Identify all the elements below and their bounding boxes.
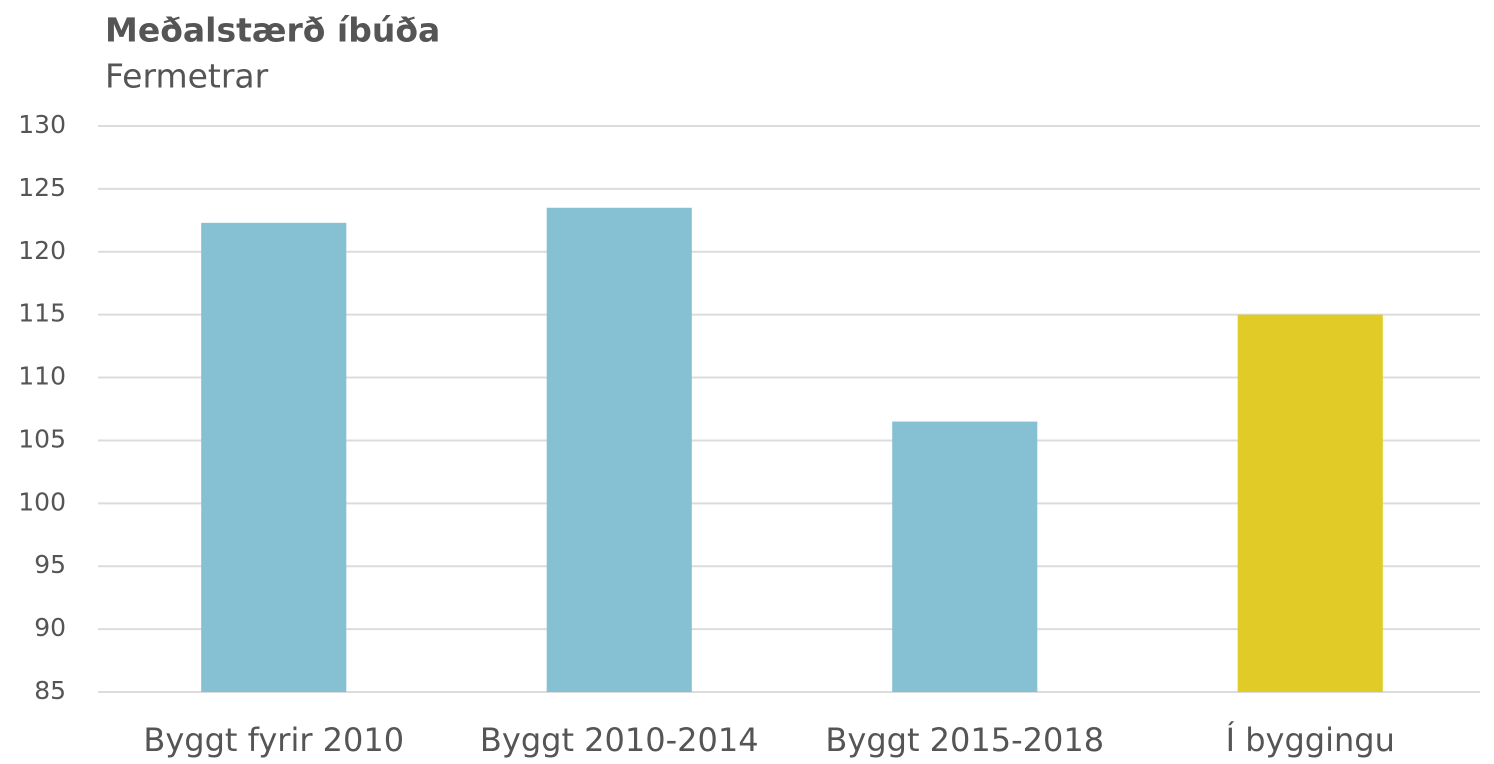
chart-subtitle: Fermetrar: [105, 57, 269, 96]
y-tick-label: 120: [18, 236, 66, 265]
y-tick-label: 110: [18, 362, 66, 391]
x-tick-label: Byggt 2010-2014: [480, 721, 759, 759]
bar: [892, 421, 1038, 692]
y-tick-label: 125: [18, 173, 66, 202]
bar: [546, 207, 692, 692]
y-tick-label: 105: [18, 424, 66, 453]
x-tick-label: Í byggingu: [1226, 721, 1395, 759]
bar: [1237, 314, 1383, 692]
y-tick-label: 85: [34, 676, 66, 705]
x-tick-label: Byggt 2015-2018: [825, 721, 1104, 759]
y-tick-label: 90: [34, 613, 66, 642]
x-tick-label: Byggt fyrir 2010: [143, 721, 404, 759]
y-tick-label: 130: [18, 110, 66, 139]
y-tick-label: 95: [34, 550, 66, 579]
bar: [201, 222, 347, 693]
chart-title: Meðalstærð íbúða: [105, 11, 440, 50]
y-tick-label: 115: [18, 299, 66, 328]
y-tick-label: 100: [18, 487, 66, 516]
